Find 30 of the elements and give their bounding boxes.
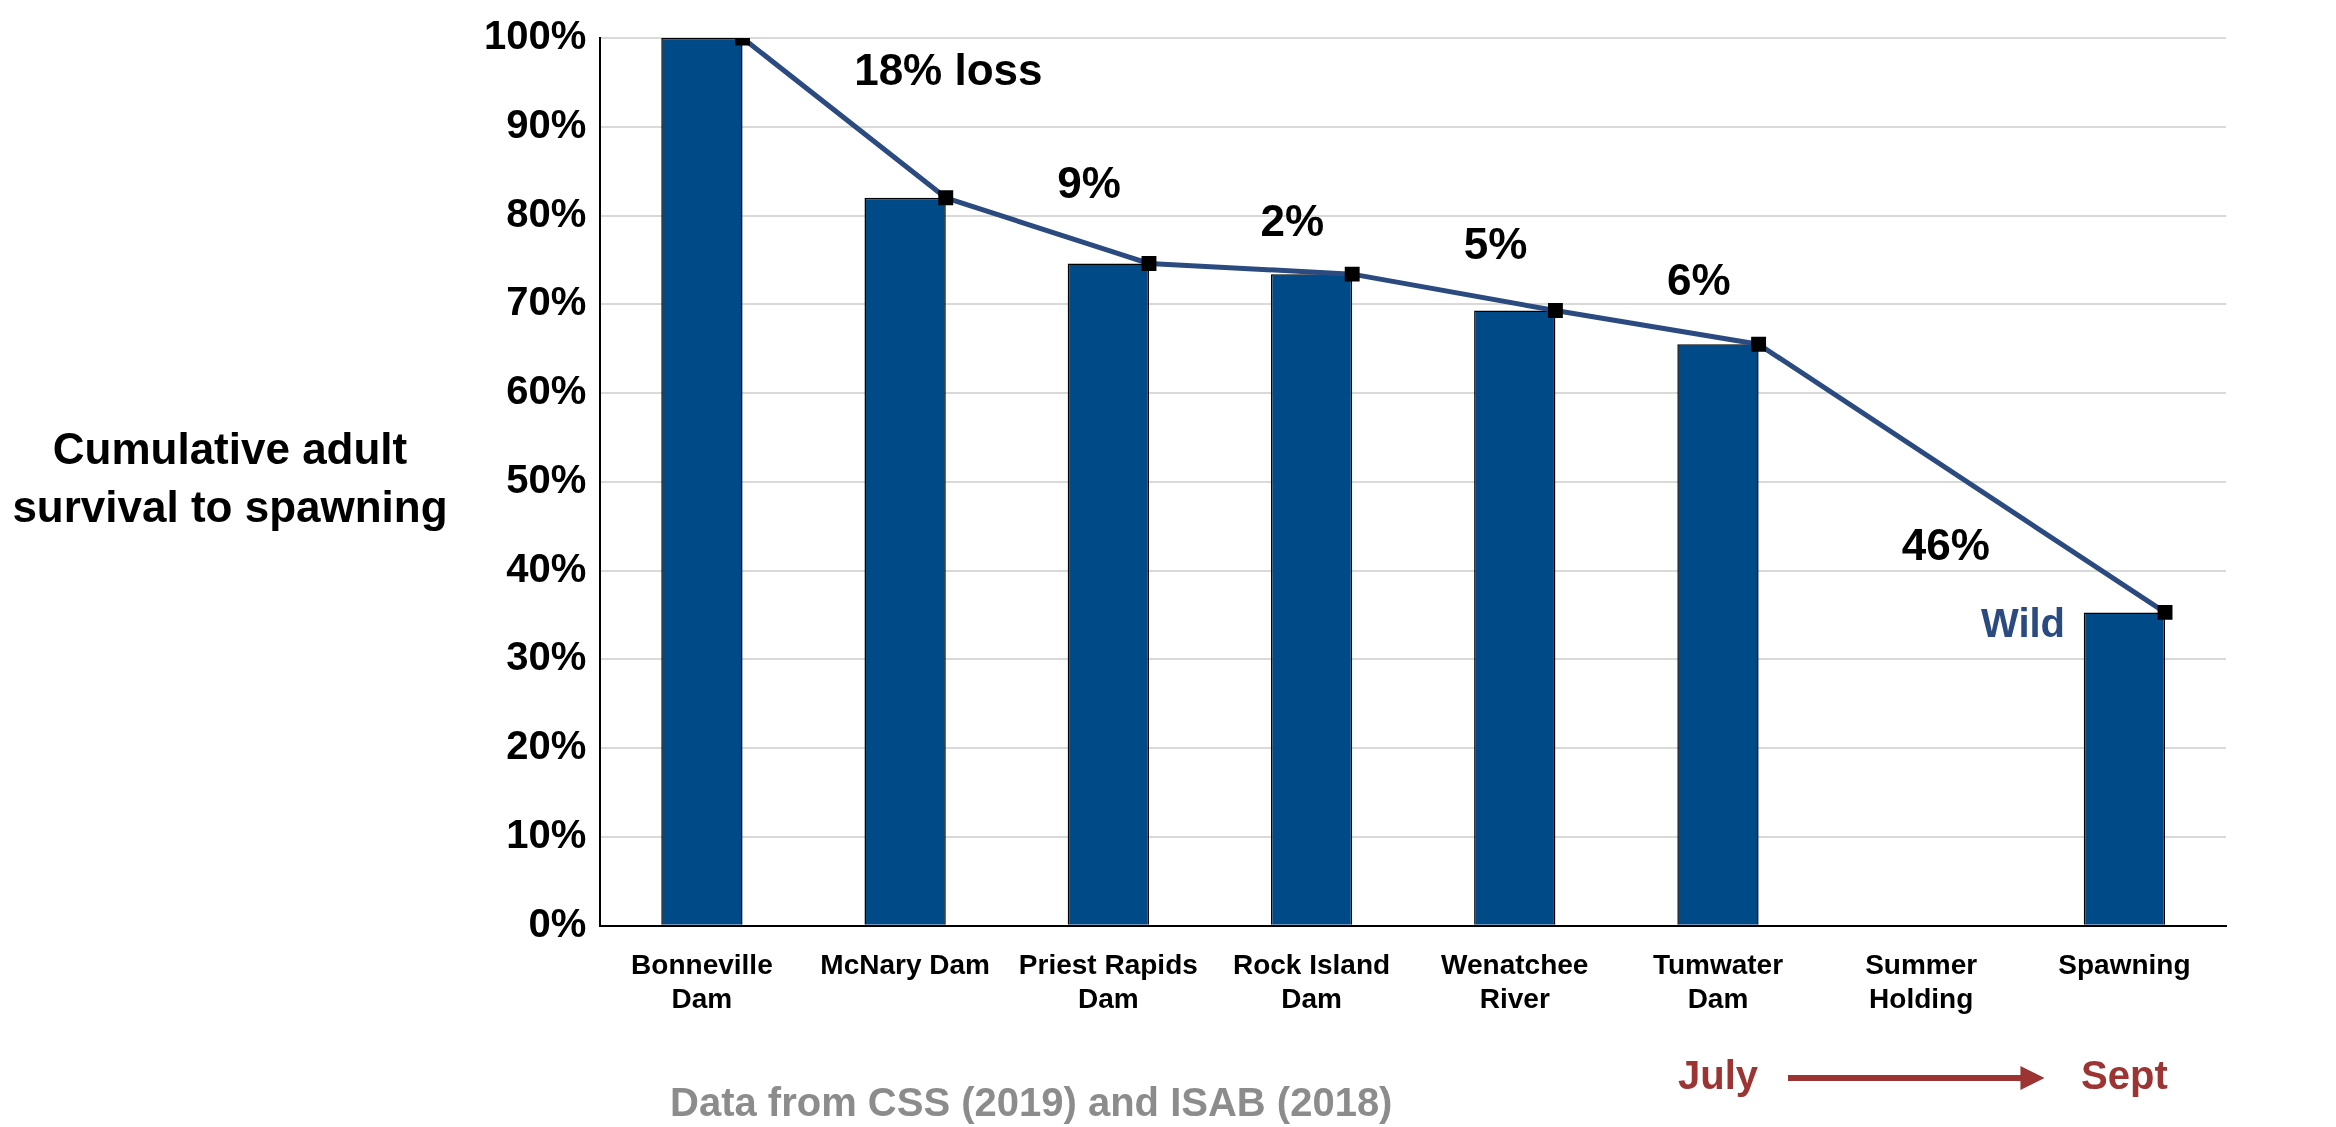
x-tick-label: Tumwater Dam: [1652, 949, 1784, 1014]
x-tick-label: Wenatchee River: [1441, 949, 1589, 1014]
x-tick-label: Bonneville Dam: [631, 949, 773, 1014]
x-tick-label: Priest Rapids Dam: [1018, 949, 1198, 1014]
y-tick-label: 80%: [506, 190, 587, 235]
y-tick-label: 60%: [506, 368, 587, 413]
x-tick-label: Spawning: [2058, 949, 2191, 981]
text: Sept: [2081, 1053, 2168, 1098]
annotation: 9%: [1057, 157, 1121, 207]
text: Data from CSS (2019) and ISAB (2018): [670, 1080, 1393, 1125]
annotation: 46%: [1901, 520, 1990, 570]
y-tick-label: 20%: [506, 723, 587, 768]
y-axis-title: Cumulative adult survival to spawning: [11, 423, 449, 533]
text: July: [1677, 1053, 1759, 1098]
y-tick-label: 90%: [506, 101, 587, 146]
y-tick-label: 10%: [506, 812, 587, 857]
y-tick-label: 70%: [506, 279, 587, 324]
y-tick-label: 100%: [483, 13, 587, 58]
y-tick-label: 40%: [506, 545, 587, 590]
y-tick-label: 50%: [506, 456, 587, 501]
annotation: 6%: [1667, 254, 1731, 304]
annotation: 5%: [1463, 219, 1528, 269]
x-tick-label: Summer Holding: [1865, 949, 1978, 1014]
y-tick-label: 0%: [528, 900, 587, 945]
x-tick-label: McNary Dam: [820, 949, 990, 981]
annotation: 2%: [1260, 195, 1325, 245]
x-tick-label: Rock Island Dam: [1232, 949, 1391, 1014]
series-label: Wild: [1980, 601, 2066, 646]
y-tick-label: 30%: [506, 634, 587, 679]
annotation: 18% loss: [854, 45, 1043, 95]
